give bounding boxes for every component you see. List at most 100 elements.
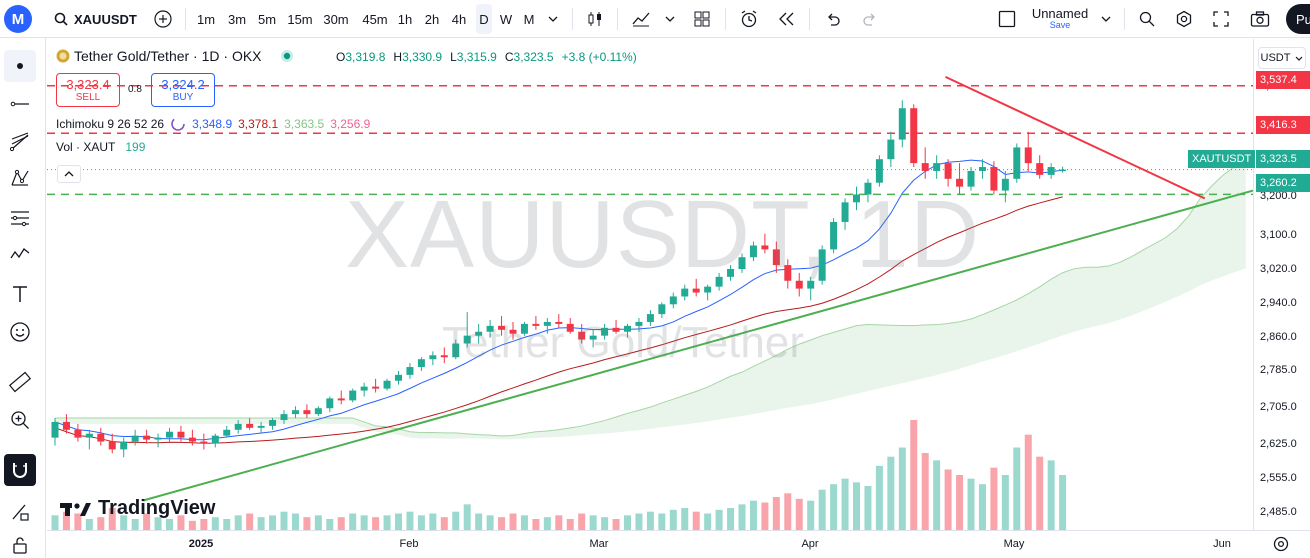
time-axis[interactable]: 2025 Feb Mar Apr May Jun: [47, 530, 1310, 558]
quick-search-button[interactable]: [1132, 4, 1162, 34]
indicators-icon: [632, 12, 650, 27]
plus-circle-icon: [154, 10, 172, 28]
volume-bar: [807, 500, 815, 530]
undo-button[interactable]: [817, 4, 849, 34]
layout-button[interactable]: [686, 4, 718, 34]
interval-3m-button[interactable]: 3m: [227, 11, 247, 27]
symbol-legend[interactable]: Tether Gold/Tether · 1D · OKX: [56, 48, 294, 64]
volume-legend[interactable]: Vol · XAUT 199: [56, 140, 145, 154]
symbol-search-button[interactable]: XAUUSDT: [48, 4, 140, 34]
projection-tool[interactable]: [4, 202, 36, 234]
measure-tool[interactable]: [4, 366, 36, 398]
candle-body: [257, 425, 265, 428]
interval-45m-button[interactable]: 45m: [362, 11, 388, 27]
volume-bar: [303, 517, 311, 530]
layout-name-button[interactable]: Unnamed Save: [1024, 4, 1096, 34]
volume-bar: [784, 493, 792, 530]
level-label-lower: 3,260.2: [1256, 174, 1310, 192]
candle-body: [177, 431, 185, 438]
tradingview-logo-icon[interactable]: M: [4, 5, 32, 33]
currency-select[interactable]: USDT: [1258, 47, 1306, 69]
interval-2h-button[interactable]: 2h: [424, 11, 440, 27]
candle-body: [211, 435, 219, 444]
volume-bar: [933, 460, 941, 530]
cursor-tool[interactable]: [4, 50, 36, 82]
chevron-down-icon: [548, 16, 558, 22]
candle-body: [864, 182, 872, 195]
sell-button[interactable]: 3,323.4 SELL: [56, 73, 120, 107]
price-tick: 2,625.0: [1260, 438, 1297, 450]
publish-button[interactable]: Pu: [1286, 4, 1310, 34]
volume-bar: [440, 517, 448, 530]
candle-body: [738, 257, 746, 269]
interval-5m-button[interactable]: 5m: [257, 11, 277, 27]
camera-icon: [1250, 11, 1270, 27]
fullscreen-button[interactable]: [1206, 4, 1236, 34]
alert-button[interactable]: [733, 4, 765, 34]
zoom-in-icon: [11, 411, 29, 429]
indicators-button[interactable]: [625, 4, 657, 34]
layout-save-status: Save: [1049, 20, 1071, 31]
lock-drawings-tool[interactable]: [4, 532, 36, 558]
indicators-dropdown[interactable]: [659, 4, 681, 34]
interval-1h-button[interactable]: 1h: [397, 11, 413, 27]
chart-settings-button[interactable]: [1272, 535, 1290, 558]
interval-4h-button[interactable]: 4h: [451, 11, 467, 27]
interval-dropdown-button[interactable]: [541, 4, 565, 34]
buy-button[interactable]: 3,324.2 BUY: [151, 73, 215, 107]
settings-button[interactable]: [1169, 4, 1199, 34]
candle-body: [1036, 163, 1044, 175]
magnet-tool[interactable]: [4, 454, 36, 486]
brush-tool[interactable]: [4, 238, 36, 270]
layout-dropdown[interactable]: [1096, 4, 1116, 34]
chevron-up-icon: [64, 171, 74, 177]
volume-bar: [360, 515, 368, 530]
interval-d-button[interactable]: D: [476, 4, 492, 34]
square-icon: [998, 10, 1016, 28]
interval-15m-button[interactable]: 15m: [287, 11, 313, 27]
time-tick: Apr: [801, 538, 819, 550]
volume-bar: [1001, 475, 1009, 530]
search-sparkle-icon: [1139, 11, 1155, 27]
text-tool[interactable]: [4, 278, 36, 310]
volume-bar: [269, 515, 277, 530]
interval-m-button[interactable]: M: [523, 11, 535, 27]
add-symbol-button[interactable]: [148, 4, 178, 34]
stay-in-drawing-mode-tool[interactable]: [4, 496, 36, 528]
price-chart[interactable]: [47, 39, 1254, 530]
volume-bar: [211, 517, 219, 530]
redo-icon: [863, 13, 875, 26]
interval-1m-button[interactable]: 1m: [196, 11, 216, 27]
zoom-tool[interactable]: [4, 404, 36, 436]
trend-line-tool[interactable]: [4, 88, 36, 120]
volume-bar: [486, 515, 494, 530]
replay-button[interactable]: [770, 4, 802, 34]
volume-bar: [543, 517, 551, 530]
volume-bar: [624, 515, 631, 530]
candle-body: [1024, 147, 1032, 164]
ichimoku-legend[interactable]: Ichimoku 9 26 52 26 3,348.9 3,378.1 3,36…: [56, 116, 370, 132]
volume-bar: [761, 502, 769, 530]
layout-checkbox[interactable]: [994, 4, 1020, 34]
snapshot-button[interactable]: [1244, 4, 1276, 34]
volume-bar: [738, 504, 746, 530]
volume-bar: [326, 519, 334, 530]
volume-bar: [704, 513, 712, 530]
emoji-tool[interactable]: [4, 316, 36, 348]
chart-pane[interactable]: [47, 39, 1254, 530]
interval-30m-button[interactable]: 30m: [323, 11, 349, 27]
pattern-tool[interactable]: [4, 162, 36, 194]
candle-body: [372, 386, 380, 389]
fib-tool[interactable]: [4, 126, 36, 158]
chart-type-button[interactable]: [580, 4, 610, 34]
price-axis[interactable]: USDT 3,500.03,400.03,300.03,200.03,100.0…: [1253, 39, 1310, 530]
volume-bar: [463, 504, 471, 530]
collapse-legend-button[interactable]: [57, 165, 81, 183]
time-tick: 2025: [188, 538, 214, 550]
candle-body: [543, 321, 551, 326]
volume-bar: [749, 500, 757, 530]
redo-button[interactable]: [854, 4, 886, 34]
volume-bar: [314, 515, 322, 530]
interval-w-button[interactable]: W: [499, 11, 513, 27]
candle-body: [921, 163, 929, 171]
